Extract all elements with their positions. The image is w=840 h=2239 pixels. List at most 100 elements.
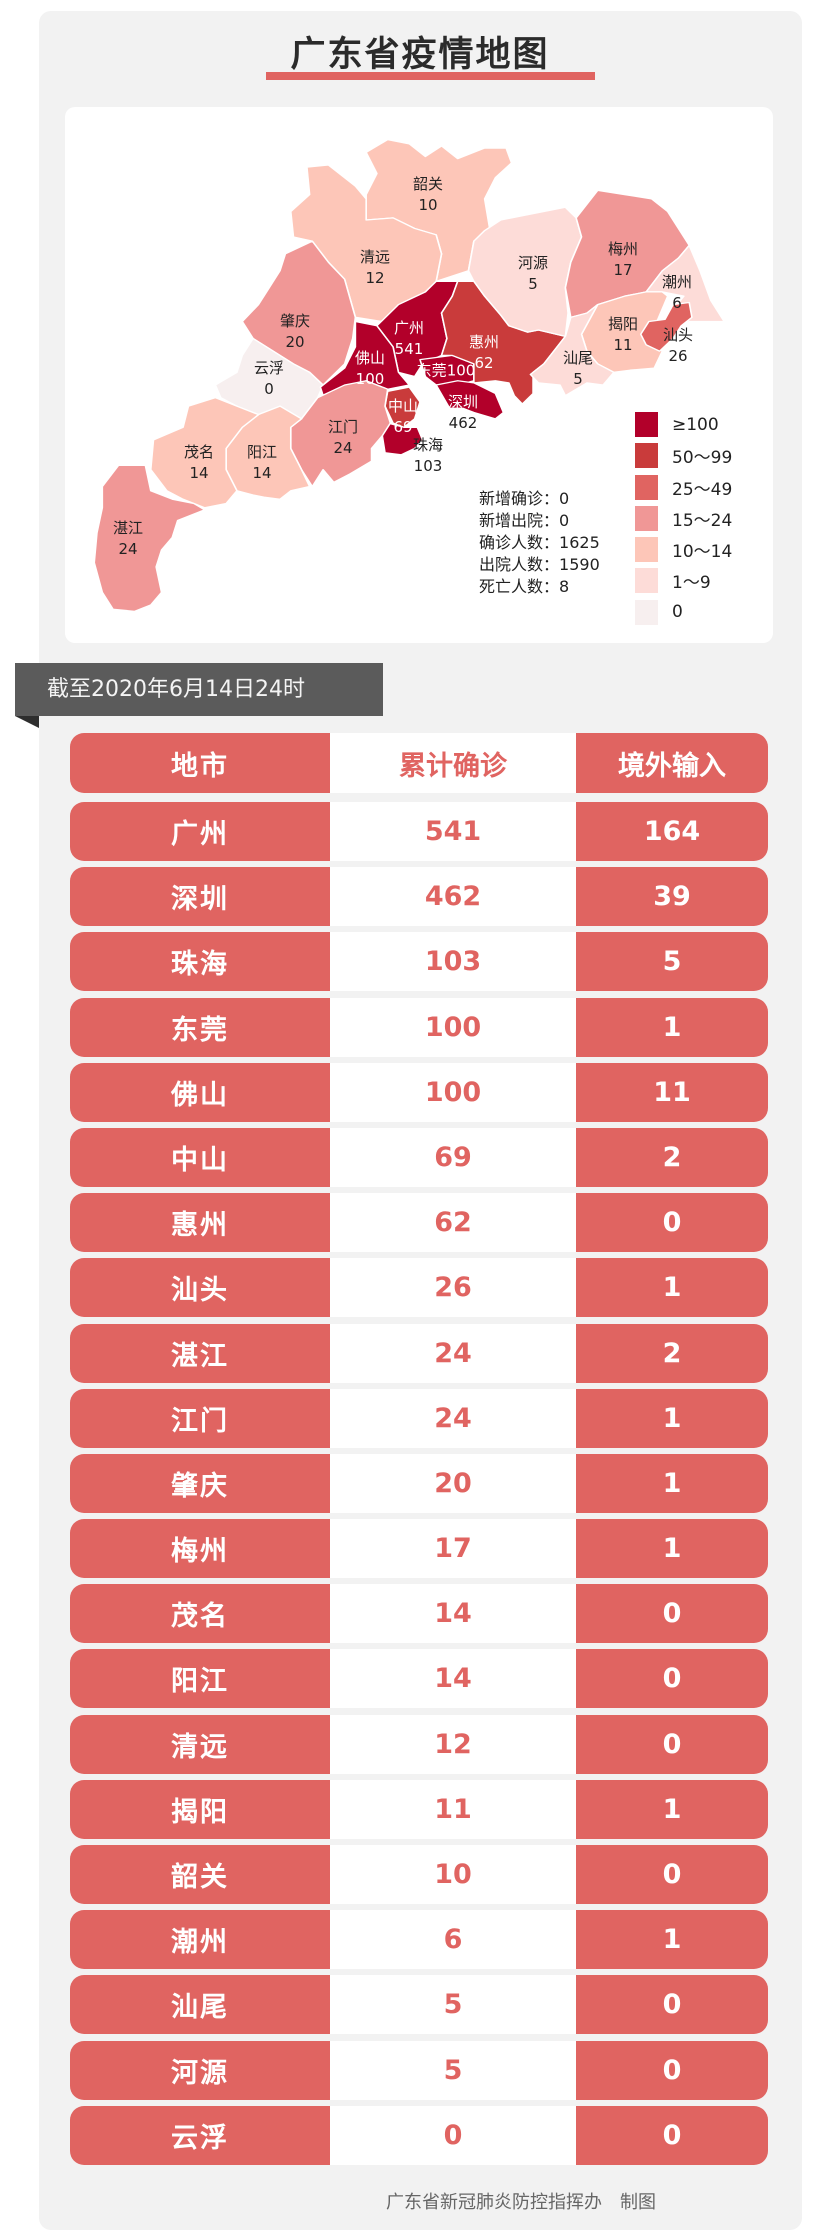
region-name: 揭阳 [607, 315, 639, 333]
legend-swatch [635, 537, 658, 563]
total-confirmed-cell: 14 [330, 1584, 576, 1644]
region-label: 云浮 0 [254, 358, 284, 400]
region-14 [93, 464, 206, 612]
region-value: 103 [413, 457, 443, 475]
legend-item: 0 [635, 599, 732, 625]
table-row: 茂名 14 0 [70, 1584, 768, 1644]
table-row: 深圳 462 39 [70, 867, 768, 927]
region-name: 梅州 [607, 240, 639, 258]
imported-cell: 1 [576, 1453, 768, 1513]
city-cell: 中山 [70, 1127, 330, 1187]
total-confirmed-cell: 20 [330, 1453, 576, 1513]
total-confirmed-cell: 10 [330, 1845, 576, 1904]
stat-row: 死亡人数：8 [479, 576, 600, 598]
region-name: 惠州 [468, 333, 500, 351]
table-row: 云浮 0 0 [70, 2105, 768, 2165]
banner-fold [15, 716, 39, 728]
total-confirmed-cell: 541 [330, 802, 576, 861]
header-city: 地市 [70, 733, 330, 793]
table-row: 韶关 10 0 [70, 1845, 768, 1904]
region-value: 11 [613, 336, 633, 354]
legend-item: 15～24 [635, 505, 732, 531]
total-confirmed-cell: 0 [330, 2105, 576, 2165]
legend-label: ≥100 [672, 414, 719, 435]
city-cell: 江门 [70, 1388, 330, 1448]
region-value: 14 [189, 464, 209, 482]
city-cell: 惠州 [70, 1193, 330, 1253]
city-cell: 梅州 [70, 1519, 330, 1579]
legend-swatch [635, 599, 658, 625]
stat-row: 出院人数：1590 [479, 554, 600, 576]
city-cell: 广州 [70, 802, 330, 861]
region-12 [225, 405, 311, 500]
stat-value: 1625 [559, 533, 600, 552]
stat-sep: ： [543, 555, 560, 574]
stat-row: 确诊人数：1625 [479, 532, 600, 554]
legend-swatch [635, 443, 658, 469]
city-cell: 东莞 [70, 997, 330, 1057]
region-value: 62 [474, 354, 494, 372]
region-name: 茂名 [183, 443, 215, 461]
region-name: 江门 [327, 418, 359, 436]
table-header: 地市 累计确诊 境外输入 [70, 733, 768, 793]
region-label: 韶关 10 [413, 174, 443, 216]
region-11 [289, 380, 392, 488]
region-label: 揭阳 11 [608, 314, 638, 356]
imported-cell: 1 [576, 1388, 768, 1448]
city-cell: 韶关 [70, 1845, 330, 1904]
region-value: 20 [285, 333, 305, 351]
total-confirmed-cell: 11 [330, 1779, 576, 1839]
table-row: 珠海 103 5 [70, 932, 768, 992]
table-row: 河源 5 0 [70, 2040, 768, 2100]
table-row: 中山 69 2 [70, 1127, 768, 1187]
legend-swatch [635, 412, 658, 437]
stat-sep: ： [543, 577, 560, 596]
page-title: 广东省疫情地图 [290, 35, 550, 75]
region-label: 汕头 26 [663, 325, 693, 367]
region-value: 24 [118, 540, 138, 558]
imported-cell: 0 [576, 1649, 768, 1709]
city-cell: 揭阳 [70, 1779, 330, 1839]
region-name: 湛江 [112, 519, 144, 537]
region-label: 阳江 14 [247, 442, 277, 484]
city-cell: 潮州 [70, 1910, 330, 1970]
region-label: 潮州 6 [662, 272, 692, 314]
legend-item: 25～49 [635, 474, 732, 500]
legend-swatch [635, 568, 658, 594]
region-label: 清远 12 [360, 247, 390, 289]
region-19 [639, 301, 693, 352]
total-confirmed-cell: 103 [330, 932, 576, 992]
table-row: 湛江 24 2 [70, 1323, 768, 1383]
total-confirmed-cell: 6 [330, 1910, 576, 1970]
imported-cell: 2 [576, 1127, 768, 1187]
region-name: 肇庆 [279, 312, 311, 330]
region-name: 深圳 [447, 393, 479, 411]
region-value: 26 [668, 347, 688, 365]
table-row: 佛山 100 11 [70, 1062, 768, 1122]
legend-label: 1～9 [672, 573, 711, 594]
total-confirmed-cell: 69 [330, 1127, 576, 1187]
legend-swatch [635, 474, 658, 500]
map-stats: 新增确诊：0 新增出院：0 确诊人数：1625 出院人数：1590 死亡人数：8 [479, 488, 600, 598]
legend-item: 10～14 [635, 537, 732, 563]
legend-item: ≥100 [635, 412, 732, 437]
region-8 [435, 380, 505, 420]
imported-cell: 1 [576, 1779, 768, 1839]
imported-cell: 0 [576, 1714, 768, 1774]
legend-label: 0 [672, 602, 683, 623]
table-row: 潮州 6 1 [70, 1910, 768, 1970]
stat-value: 0 [559, 511, 570, 530]
total-confirmed-cell: 5 [330, 2040, 576, 2100]
region-label: 深圳 462 [448, 392, 478, 434]
region-value: 100 [355, 370, 385, 388]
table-row: 广州 541 164 [70, 802, 768, 861]
legend-label: 50～99 [672, 448, 733, 469]
city-cell: 河源 [70, 2040, 330, 2100]
stat-label: 新增出院 [479, 511, 544, 530]
region-label: 佛山 100 [355, 348, 385, 390]
region-value: 17 [613, 261, 633, 279]
imported-cell: 164 [576, 802, 768, 861]
total-confirmed-cell: 24 [330, 1388, 576, 1448]
total-confirmed-cell: 100 [330, 1062, 576, 1122]
table-row: 汕头 26 1 [70, 1258, 768, 1318]
